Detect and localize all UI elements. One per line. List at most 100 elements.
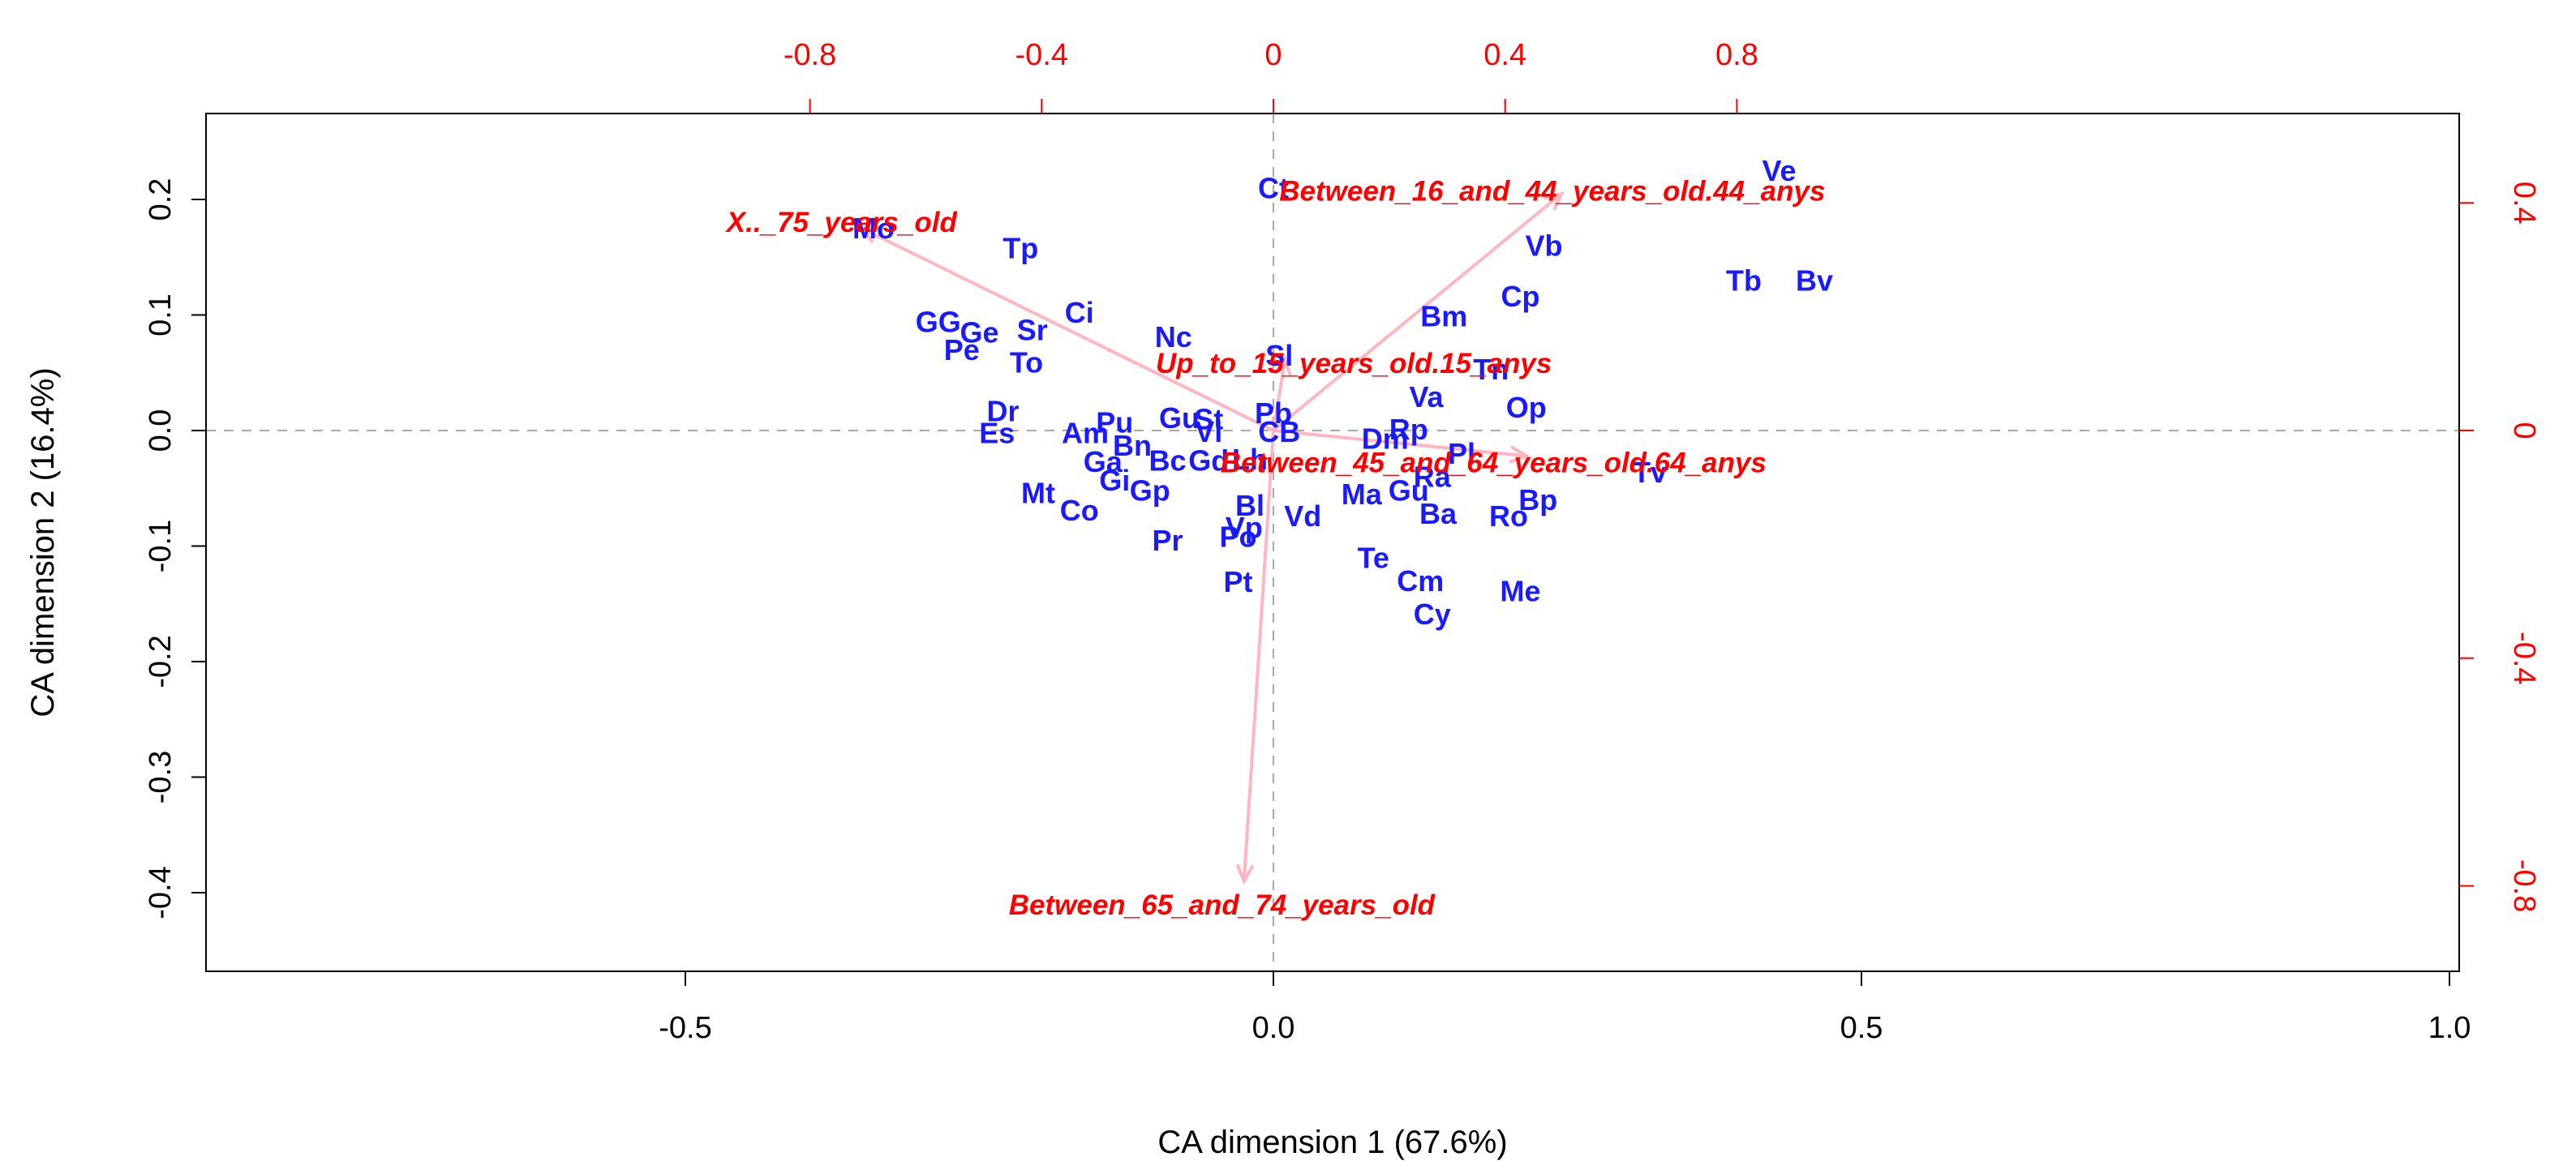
- row-point: Gu: [1159, 401, 1200, 435]
- column-arrow-head: [1509, 445, 1531, 464]
- y-tick-label: 0.2: [144, 178, 178, 221]
- row-point: Tv: [1633, 456, 1667, 489]
- right-tick-label: -0.4: [2507, 632, 2541, 684]
- row-point: Ga: [1084, 445, 1123, 478]
- row-point: Me: [1500, 575, 1540, 608]
- row-point: Ci: [1065, 296, 1094, 329]
- row-point: Ro: [1489, 499, 1528, 533]
- column-arrow-line: [1242, 430, 1275, 881]
- row-point: Gp: [1130, 474, 1170, 508]
- row-point: Cp: [1501, 280, 1540, 313]
- top-tick-label: -0.4: [1015, 38, 1068, 72]
- top-tick-label: 0: [1264, 38, 1282, 72]
- row-point: Gu: [1389, 474, 1429, 508]
- row-point: Ma: [1342, 478, 1383, 511]
- row-point: Bn: [1113, 429, 1152, 462]
- column-arrow-line: [1273, 429, 1526, 458]
- row-point: Va: [1409, 380, 1444, 413]
- right-tick-label: 0: [2507, 422, 2541, 439]
- column-point-label: Between_16_and_44_years_old.44_anys: [1279, 176, 1825, 208]
- row-point: Rp: [1389, 413, 1428, 446]
- x-tick-label: 0.5: [1840, 1011, 1883, 1045]
- row-point: Vb: [1525, 229, 1562, 263]
- column-arrow-head: [1543, 191, 1565, 211]
- row-point: Gi: [1099, 464, 1130, 497]
- row-point: To: [1010, 345, 1043, 379]
- row-point: Vd: [1284, 499, 1321, 533]
- row-point: GG: [916, 306, 961, 339]
- row-point: Pt: [1224, 565, 1253, 598]
- axes: [205, 113, 2460, 972]
- row-point: Dm: [1362, 422, 1409, 455]
- right-tick-label: 0.4: [2507, 182, 2541, 225]
- row-point: Gd: [1188, 444, 1229, 478]
- row-point: Pr: [1152, 524, 1183, 557]
- row-point: Bp: [1518, 483, 1557, 516]
- x-tick-label: 0.0: [1252, 1011, 1295, 1045]
- plot-frame: [205, 113, 2460, 972]
- column-arrow-line: [861, 226, 1274, 432]
- row-point: Vl: [1195, 415, 1222, 448]
- row-point: Sl: [1265, 339, 1293, 372]
- row-point: Vp: [1226, 511, 1263, 544]
- row-point: Mt: [1021, 476, 1055, 509]
- row-point: Te: [1358, 541, 1389, 574]
- row-point: Es: [979, 416, 1015, 449]
- row-point: Dr: [986, 394, 1019, 427]
- row-point: Ve: [1762, 154, 1796, 187]
- row-point: CB: [1258, 415, 1300, 448]
- row-point: Ge: [960, 315, 998, 349]
- x-tick-label: -0.5: [659, 1011, 711, 1045]
- x-axis-title: CA dimension 1 (67.6%): [1157, 1125, 1507, 1160]
- column-arrow-line: [1272, 192, 1563, 432]
- row-point: Sr: [1017, 314, 1048, 347]
- row-point: Lh: [1232, 443, 1268, 476]
- top-tick-label: 0.4: [1483, 38, 1526, 72]
- y-tick-label: -0.1: [144, 520, 178, 572]
- row-point: Pu: [1096, 406, 1133, 439]
- y-tick-label: 0.0: [144, 409, 178, 452]
- row-point: Bm: [1420, 299, 1467, 332]
- row-point: Co: [1060, 494, 1099, 527]
- row-point: Nc: [1155, 320, 1192, 353]
- row-point: Tb: [1726, 264, 1762, 297]
- column-arrow-line: [1272, 358, 1287, 431]
- right-tick-label: -0.8: [2507, 859, 2541, 912]
- row-point: Ct: [1258, 171, 1289, 204]
- y-axis-title: CA dimension 2 (16.4%): [25, 367, 61, 717]
- row-point: Bv: [1796, 264, 1833, 297]
- row-point: Cy: [1414, 598, 1451, 631]
- column-point-label: X.._75_years_old: [725, 207, 958, 238]
- column-point-label: Between_45_and_64_years_old.64_anys: [1221, 447, 1767, 478]
- column-arrows: [858, 191, 1565, 885]
- row-point: Cm: [1397, 564, 1444, 598]
- y-tick-label: -0.2: [144, 635, 178, 688]
- row-point: Op: [1506, 391, 1547, 424]
- x-tick-label: 1.0: [2428, 1011, 2471, 1045]
- origin-guides: [206, 114, 2459, 971]
- column-point-label: Between_65_and_74_years_old: [1009, 889, 1436, 921]
- row-point: Pe: [944, 333, 980, 366]
- row-point: Ba: [1419, 497, 1458, 530]
- row-point: Po: [1219, 521, 1256, 554]
- top-tick-label: 0.8: [1715, 38, 1758, 72]
- y-tick-label: 0.1: [144, 294, 178, 336]
- top-tick-label: -0.8: [784, 38, 836, 72]
- row-point: Tp: [1002, 231, 1038, 264]
- row-point: Tn: [1473, 353, 1509, 386]
- tick-marks: -0.5 0.0 0.5 1.0 -0.4 -0.3 -0.2 -0.1 0.0 0.1 0.2 -0…: [144, 38, 2541, 1045]
- row-point: Ra: [1414, 461, 1452, 494]
- column-arrow-head: [1273, 355, 1292, 377]
- row-point: St: [1194, 402, 1223, 435]
- row-point: Pl: [1448, 437, 1475, 470]
- column-labels: X.._75_years_old Between_16_and_44_years_…: [725, 176, 1826, 922]
- row-point: Am: [1062, 416, 1109, 449]
- column-arrow-head: [858, 226, 880, 244]
- y-tick-label: -0.4: [144, 866, 178, 919]
- column-arrow-head: [1235, 863, 1255, 885]
- row-point: Pb: [1255, 396, 1292, 430]
- row-point: Bl: [1235, 489, 1264, 522]
- y-tick-label: -0.3: [144, 751, 178, 803]
- row-point: Bc: [1148, 444, 1186, 478]
